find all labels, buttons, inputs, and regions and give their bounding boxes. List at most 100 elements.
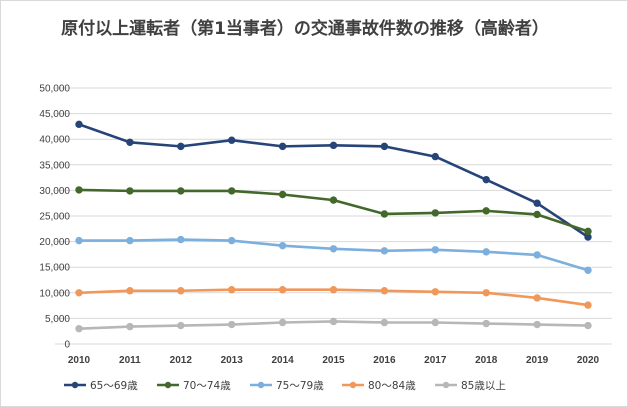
data-point <box>482 248 490 256</box>
legend-item: 65～69歳 <box>64 380 138 392</box>
legend-item: 85歳以上 <box>435 380 506 392</box>
series-line <box>77 123 590 239</box>
data-point <box>533 210 541 219</box>
x-tick-label: 2020 <box>577 355 600 366</box>
x-tick-label: 2016 <box>373 355 396 366</box>
data-point <box>431 318 439 327</box>
data-point <box>228 136 236 144</box>
data-point <box>75 120 83 129</box>
y-tick-label: 10,000 <box>39 288 70 299</box>
data-point <box>482 319 490 328</box>
y-tick-label: 5,000 <box>45 314 70 325</box>
data-point <box>329 286 338 294</box>
chart-title: 原付以上運転者（第1当事者）の交通事故件数の推移（高齢者） <box>61 19 549 39</box>
y-tick-label: 50,000 <box>39 84 70 95</box>
legend-swatch-marker <box>349 381 357 389</box>
y-tick-label: 20,000 <box>39 237 70 248</box>
series-lines <box>75 120 592 333</box>
data-point <box>380 247 389 255</box>
data-point <box>177 321 185 330</box>
x-tick-label: 2017 <box>424 355 447 366</box>
legend-label: 75～79歳 <box>276 380 324 392</box>
series-line <box>77 188 590 233</box>
legend-item: 75～79歳 <box>250 380 324 392</box>
series-3 <box>75 235 592 274</box>
data-point <box>329 317 338 326</box>
legend-label: 65～69歳 <box>90 380 138 392</box>
data-point <box>431 209 439 217</box>
data-point <box>431 152 439 161</box>
legend-swatch-marker <box>71 381 79 389</box>
data-point <box>329 141 338 150</box>
legend: 65～69歳 70～74歳 75～79歳 80～84歳 85歳以上 <box>64 380 506 392</box>
data-point <box>380 318 389 327</box>
legend-swatch-marker <box>164 381 172 389</box>
y-tick-label: 45,000 <box>39 109 70 120</box>
x-tick-label: 2014 <box>271 355 294 366</box>
x-tick-label: 2011 <box>119 355 141 366</box>
data-point <box>584 227 592 236</box>
data-point <box>431 246 439 254</box>
gridlines <box>55 87 612 345</box>
data-point <box>75 236 83 245</box>
data-point <box>177 287 185 295</box>
series-1 <box>75 120 592 241</box>
data-point <box>177 187 185 195</box>
x-tick-label: 2018 <box>475 355 498 366</box>
data-point <box>228 236 236 245</box>
x-tick-label: 2015 <box>322 355 345 366</box>
data-point <box>380 287 389 295</box>
data-point <box>278 286 287 294</box>
x-tick-label: 2013 <box>221 355 244 366</box>
data-point <box>584 266 592 274</box>
data-point <box>177 142 185 151</box>
x-tick-label: 2012 <box>170 355 193 366</box>
data-point <box>75 324 83 333</box>
data-point <box>126 138 134 146</box>
legend-label: 70～74歳 <box>183 380 231 392</box>
data-point <box>380 210 389 218</box>
y-axis-tick-labels: 0 5,000 10,000 15,000 20,000 25,000 30,000 35,0… <box>39 84 70 351</box>
data-point <box>278 318 287 327</box>
data-point <box>482 175 490 184</box>
data-point <box>75 289 83 297</box>
data-point <box>126 322 134 331</box>
data-point <box>482 207 490 215</box>
data-point <box>482 289 490 297</box>
data-point <box>177 235 185 244</box>
legend-item: 80～84歳 <box>342 380 416 392</box>
data-point <box>75 186 83 194</box>
x-tick-label: 2019 <box>526 355 549 366</box>
x-tick-label: 2010 <box>68 355 91 366</box>
y-tick-label: 15,000 <box>39 263 70 274</box>
data-point <box>533 294 541 302</box>
x-axis-tick-labels: 2010 2011 2012 2013 2014 2015 2016 2017 2018 2019… <box>68 355 600 366</box>
data-point <box>584 321 592 330</box>
legend-item: 70～74歳 <box>157 380 231 392</box>
y-tick-label: 25,000 <box>39 212 70 223</box>
data-point <box>228 187 236 195</box>
series-2 <box>75 186 592 236</box>
legend-label: 85歳以上 <box>461 380 506 392</box>
data-point <box>228 286 236 294</box>
data-point <box>533 199 541 207</box>
legend-swatch-marker <box>442 381 450 389</box>
data-point <box>278 190 287 199</box>
data-point <box>278 142 287 151</box>
series-4 <box>75 286 592 309</box>
y-tick-label: 30,000 <box>39 186 70 197</box>
y-tick-label: 35,000 <box>39 160 70 171</box>
data-point <box>533 320 541 329</box>
data-point <box>380 142 389 151</box>
y-tick-label: 40,000 <box>39 135 70 146</box>
data-point <box>278 241 287 250</box>
data-point <box>533 251 541 259</box>
data-point <box>329 196 338 204</box>
data-point <box>126 236 134 245</box>
series-line <box>77 238 590 272</box>
data-point <box>329 245 338 253</box>
y-tick-label: 0 <box>64 340 70 351</box>
legend-swatch-marker <box>257 381 265 389</box>
